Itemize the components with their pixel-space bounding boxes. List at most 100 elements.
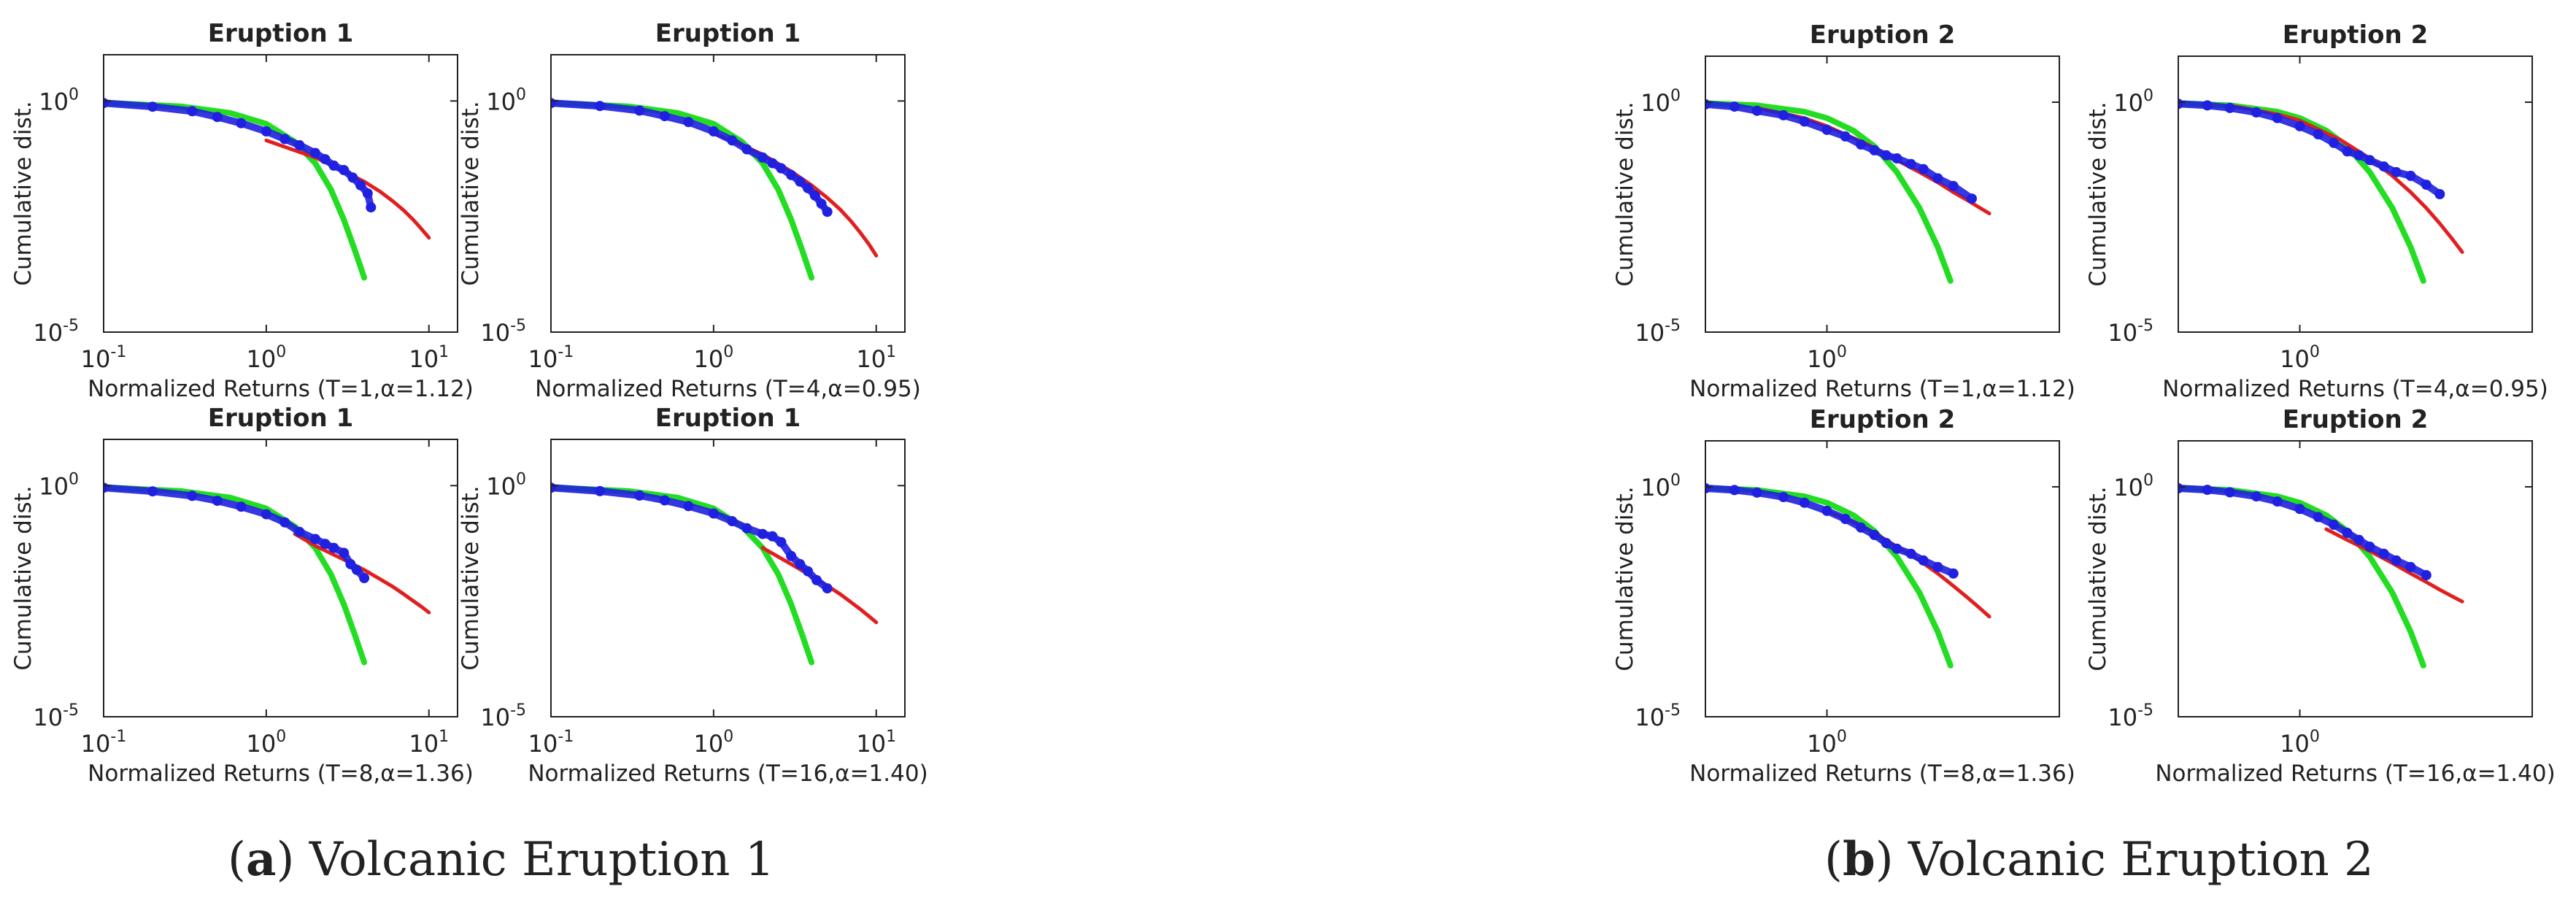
y-tick-label: 100 [39,85,79,115]
series-line [2178,485,2430,579]
panel-title: Eruption 2 [2283,20,2429,50]
series-empirical [1705,99,1977,204]
series-levy [2324,527,2464,604]
x-tick-label: 100 [1807,728,1847,758]
x-axis-label: Normalized Returns (T=4,α=0.95) [2162,376,2548,402]
caption-a-letter: a [245,832,277,887]
series-gaussian [2178,485,2426,669]
panel-4: Eruption 1 10-1 100 101 10-5 100 Normalized Re… [458,404,928,787]
panel-title: Eruption 2 [1810,20,1956,50]
series-gaussian [104,484,368,666]
y-tick-label: 10-5 [2108,701,2153,731]
y-axis-label: Cumulative dist. [2085,486,2111,671]
x-tick-label: 101 [409,343,449,373]
plot-area [551,98,879,281]
x-tick-label: 10-1 [528,343,574,373]
series-line [104,484,369,582]
plot-area [1705,99,1991,284]
y-tick-label: 10-5 [2108,317,2153,347]
caption-b: (b) Volcanic Eruption 2 [1824,832,2374,887]
y-tick-label: 10-5 [1635,701,1681,731]
panel-7: Eruption 2 100 10-5 100 Normalized Returns (… [1612,405,2075,787]
series-levy [293,532,431,615]
axes-frame [103,54,458,333]
panel-title: Eruption 2 [1810,405,1956,434]
panel-title: Eruption 1 [655,19,801,48]
series-gaussian [551,99,815,281]
axes-frame [1705,55,2060,333]
y-tick-label: 10-5 [480,701,526,731]
series-empirical [551,482,833,594]
series-empirical [2178,483,2432,580]
series-line [1705,100,1975,203]
caption-b-text: Volcanic Eruption 2 [1908,833,2374,887]
x-axis-label: Normalized Returns (T=8,α=1.36) [1689,761,2075,787]
panel-8: Eruption 2 100 10-5 100 Normalized Returns (… [2085,405,2556,787]
x-tick-label: 100 [694,728,734,758]
y-tick-label: 10-5 [33,317,79,347]
plot-area [1705,483,1991,669]
caption-b-letter: b [1842,832,1875,887]
axes-frame [550,439,906,717]
caption-a: (a) Volcanic Eruption 1 [228,832,775,887]
series-line [1705,485,1957,577]
y-axis-label: Cumulative dist. [2085,101,2111,286]
series-empirical [104,482,370,583]
axes-frame [2178,55,2533,333]
y-tick-label: 100 [486,85,526,115]
series-empirical [2178,99,2445,199]
panel-6: Eruption 2 100 10-5 100 Normalized Returns (… [2085,20,2548,402]
x-axis-label: Normalized Returns (T=16,α=1.40) [2155,761,2555,787]
x-tick-label: 101 [856,343,896,373]
series-line [104,99,375,212]
x-tick-label: 10-1 [528,728,574,758]
plot-area [104,98,431,281]
axes-frame [2178,440,2533,717]
x-tick-label: 101 [409,728,449,758]
series-empirical [551,98,833,218]
y-axis-label: Cumulative dist. [1612,486,1638,671]
x-tick-label: 10-1 [81,728,127,758]
series-gaussian [104,99,368,281]
panel-title: Eruption 1 [208,404,354,433]
panel-title: Eruption 2 [2283,405,2429,434]
series-levy [264,138,431,240]
x-tick-label: 100 [247,728,287,758]
plot-area [104,482,431,666]
panel-2: Eruption 1 10-1 100 101 10-5 100 Normalized Re… [458,19,921,402]
x-axis-label: Normalized Returns (T=8,α=1.36) [88,761,474,787]
x-tick-label: 101 [856,728,896,758]
y-tick-label: 10-5 [1635,317,1681,347]
panel-5: Eruption 2 100 10-5 100 Normalized Returns (… [1612,20,2075,402]
y-tick-label: 100 [39,470,79,500]
y-axis-label: Cumulative dist. [10,485,36,670]
y-tick-label: 100 [2113,472,2153,501]
x-tick-label: 100 [2280,728,2320,758]
y-axis-label: Cumulative dist. [458,485,484,670]
x-axis-label: Normalized Returns (T=16,α=1.40) [528,761,928,787]
y-tick-label: 100 [1640,472,1681,501]
x-axis-label: Normalized Returns (T=1,α=1.12) [88,376,474,402]
y-axis-label: Cumulative dist. [10,101,36,285]
y-axis-label: Cumulative dist. [458,101,484,285]
x-tick-label: 100 [694,343,734,373]
x-axis-label: Normalized Returns (T=1,α=1.12) [1689,376,2075,402]
series-levy [1755,106,1991,215]
series-empirical [104,98,377,213]
x-tick-label: 10-1 [81,343,127,373]
axes-frame [550,54,906,333]
series-empirical [1705,483,1959,579]
x-axis-label: Normalized Returns (T=4,α=0.95) [535,376,921,402]
y-tick-label: 10-5 [480,317,526,347]
axes-frame [1705,440,2060,717]
y-axis-label: Cumulative dist. [1612,101,1638,286]
caption-a-text: Volcanic Eruption 1 [309,833,775,887]
series-levy [1825,509,1991,619]
panel-3: Eruption 1 10-1 100 101 10-5 100 Normalized Re… [10,404,474,787]
y-tick-label: 100 [2113,87,2153,117]
y-tick-label: 100 [1640,87,1681,117]
series-line [551,99,831,216]
y-tick-label: 100 [486,470,526,500]
plot-area [551,482,879,666]
